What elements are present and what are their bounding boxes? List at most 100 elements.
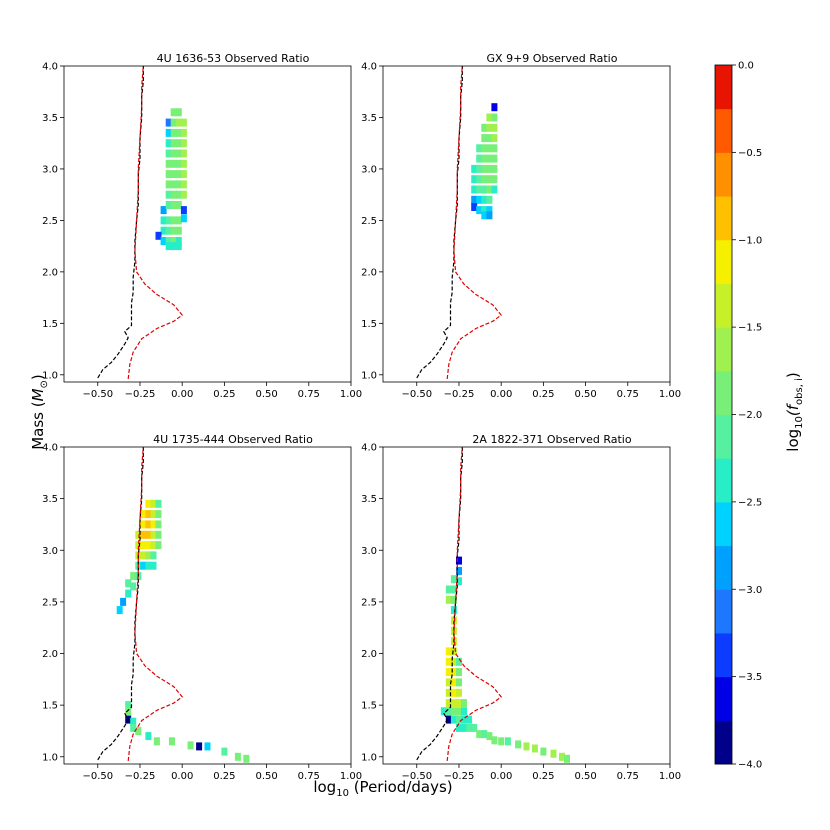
y-ticks: 1.0 1.5 2.0 2.5 3.0 3.5 4.0 (361, 443, 383, 763)
heatmap-cell (204, 742, 211, 751)
x-tick-label: 0.25 (213, 389, 235, 400)
colorbar-segment (715, 589, 732, 634)
heatmap-cell (461, 715, 467, 724)
heatmap-cell (130, 723, 137, 732)
heatmap-cell (486, 732, 493, 741)
x-tick-label: 0.75 (617, 389, 639, 400)
colorbar-segment (715, 239, 732, 284)
heatmap-cell (145, 530, 152, 539)
y-tick-label: 3.5 (42, 494, 58, 505)
y-tick-label: 4.0 (42, 62, 58, 73)
heatmap-cell (145, 561, 152, 570)
heatmap-cell (175, 149, 182, 158)
heatmap-cell (456, 566, 462, 575)
black-dashed-curve (416, 447, 463, 761)
x-tick-label: 0.75 (298, 389, 320, 400)
heatmap-cell (145, 732, 152, 741)
heatmap-cell (155, 499, 162, 508)
y-tick-label: 3.0 (361, 546, 377, 557)
heatmap-cell (476, 185, 483, 194)
colorbar-label: log10(fobs, i) (784, 372, 805, 451)
axes-frame (382, 446, 671, 765)
heatmap-cell (461, 723, 467, 732)
heatmap-cell (491, 103, 498, 112)
heatmap-cell (456, 715, 462, 724)
x-tick-label: −0.25 (444, 771, 475, 782)
panel-title: 4U 1636-53 Observed Ratio (157, 52, 310, 65)
heatmap-cell (180, 190, 187, 199)
heatmap-cell (170, 159, 177, 168)
heatmap-cell (456, 723, 462, 732)
heatmap-cell (234, 752, 241, 761)
heatmap-cell (140, 520, 147, 529)
heatmap-cell (550, 749, 557, 758)
heatmap-cell (476, 195, 483, 204)
heatmap-cell (476, 164, 483, 173)
heatmap-cell (461, 707, 467, 716)
x-tick-label: −0.25 (125, 389, 156, 400)
heatmap-cell (456, 688, 462, 697)
heatmap-cells (471, 103, 498, 220)
heatmap-cell (140, 510, 147, 519)
heatmap-cell (531, 744, 538, 753)
x-tick-label: 1.00 (659, 389, 681, 400)
x-tick-label: 0.50 (255, 771, 277, 782)
y-tick-label: 3.5 (361, 494, 377, 505)
heatmap-cell (165, 226, 172, 235)
y-tick-label: 1.0 (361, 752, 377, 763)
heatmap-cell (481, 164, 488, 173)
heatmap-cells (155, 108, 187, 251)
colorbar-tick-label: −3.5 (738, 672, 762, 683)
y-tick-label: 2.0 (361, 649, 377, 660)
heatmap-cell (471, 175, 478, 184)
heatmap-cell (135, 727, 142, 735)
heatmap-cell (491, 736, 498, 745)
x-tick-label: 0.75 (617, 771, 639, 782)
colorbar-tick-label: −2.0 (738, 410, 762, 421)
heatmap-cell (180, 159, 187, 168)
heatmap-cell (491, 134, 498, 143)
model-curves (416, 65, 503, 379)
heatmap-cell (175, 170, 182, 179)
heatmap-cell (456, 577, 462, 586)
heatmap-cell (486, 211, 493, 220)
heatmap-cell (445, 715, 452, 724)
x-tick-label: −0.50 (401, 389, 432, 400)
model-curves (97, 446, 184, 761)
heatmap-cell (155, 520, 162, 529)
y-tick-label: 1.5 (42, 701, 58, 712)
y-ticks: 1.0 1.5 2.0 2.5 3.0 3.5 4.0 (42, 443, 64, 763)
panel-2a-1822-371: 2A 1822-371 Observed Ratio −0.50 −0.25 0… (361, 433, 681, 782)
colorbar-segment (715, 152, 732, 197)
heatmap-cell (165, 159, 172, 168)
heatmap-cell (456, 556, 462, 565)
x-tick-label: 0.00 (171, 771, 193, 782)
heatmap-cell (175, 159, 182, 168)
heatmap-cell (165, 118, 172, 127)
x-tick-label: 0.00 (490, 771, 512, 782)
x-tick-label: 0.50 (574, 389, 596, 400)
heatmap-cell (445, 678, 452, 687)
heatmap-cell (466, 715, 473, 724)
y-tick-label: 4.0 (361, 443, 377, 454)
heatmap-cell (481, 154, 488, 163)
heatmap-cell (445, 647, 452, 656)
x-tick-label: 0.25 (532, 771, 554, 782)
heatmap-cell (481, 730, 488, 739)
x-tick-label: 0.50 (255, 389, 277, 400)
heatmap-cell (140, 551, 147, 560)
colorbar-segment (715, 632, 732, 678)
heatmap-cell (175, 237, 182, 245)
heatmap-cell (170, 237, 177, 245)
heatmap-cell (155, 231, 162, 240)
x-tick-label: 0.25 (213, 771, 235, 782)
heatmap-cell (196, 742, 203, 751)
heatmap-cell (486, 134, 493, 143)
colorbar-segment (715, 458, 732, 503)
heatmap-cell (450, 647, 457, 656)
y-ticks: 1.0 1.5 2.0 2.5 3.0 3.5 4.0 (361, 62, 383, 381)
heatmap-cell (165, 201, 172, 209)
heatmap-cells (116, 499, 250, 763)
x-axis-label: log10 (Period/days) (313, 778, 452, 799)
